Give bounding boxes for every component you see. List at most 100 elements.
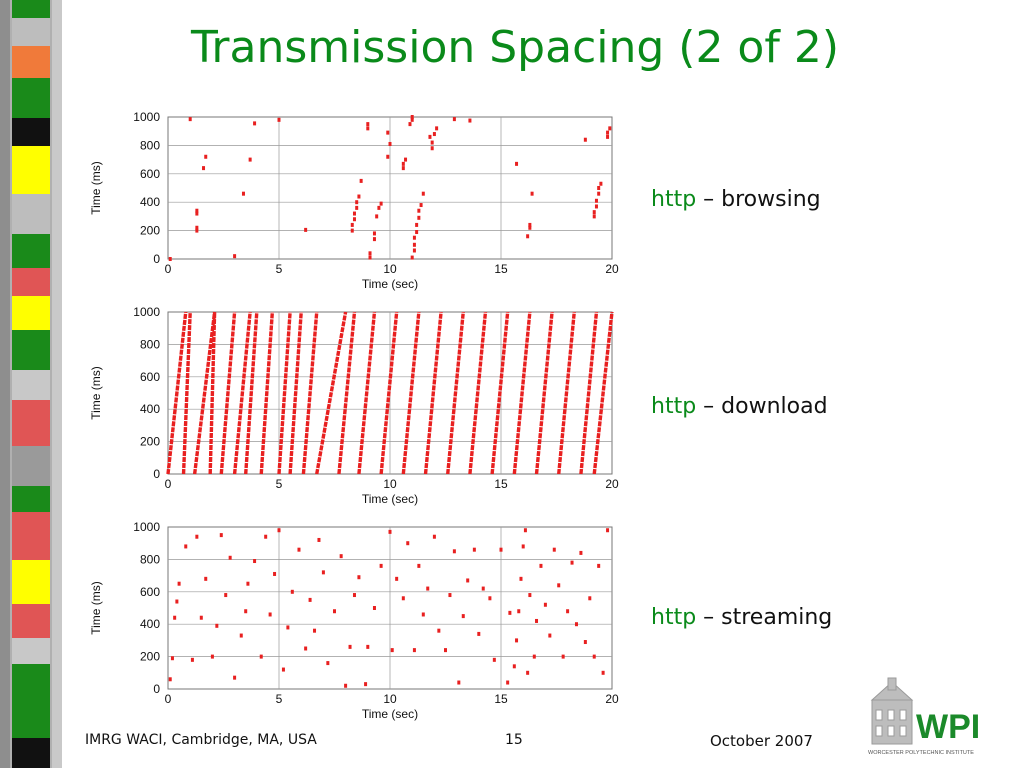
sidebar-block <box>12 46 50 78</box>
data-point <box>355 205 359 210</box>
data-point <box>506 680 510 685</box>
y-tick-label: 800 <box>140 337 160 351</box>
data-point <box>264 534 268 539</box>
data-point <box>195 211 199 216</box>
data-point <box>406 541 410 546</box>
x-tick-label: 0 <box>165 477 172 491</box>
data-point <box>592 214 596 219</box>
data-point <box>594 198 598 203</box>
data-point <box>499 547 503 552</box>
data-point <box>308 597 312 602</box>
x-axis-label: Time (sec) <box>362 492 418 506</box>
data-series-streak <box>357 311 377 475</box>
data-point <box>417 563 421 568</box>
x-axis-label: Time (sec) <box>362 277 418 291</box>
data-point <box>368 255 372 260</box>
data-point <box>561 654 565 659</box>
data-series-streak <box>592 311 614 475</box>
data-point <box>357 575 361 580</box>
x-tick-label: 20 <box>605 262 619 276</box>
data-point <box>348 644 352 649</box>
slide-title: Transmission Spacing (2 of 2) <box>191 22 839 73</box>
sidebar-block <box>12 486 50 512</box>
data-point <box>195 534 199 539</box>
data-point <box>277 528 281 533</box>
sidebar-block <box>12 0 50 18</box>
data-point <box>352 211 356 216</box>
data-point <box>195 225 199 230</box>
data-point <box>368 251 372 256</box>
y-tick-label: 800 <box>140 138 160 152</box>
x-tick-label: 5 <box>276 692 283 706</box>
data-point <box>297 547 301 552</box>
sidebar-block <box>12 560 50 604</box>
data-point <box>173 615 177 620</box>
data-point <box>430 140 434 145</box>
protocol-name: http <box>651 605 697 630</box>
sidebar-stripes <box>0 0 62 768</box>
y-tick-label: 800 <box>140 552 160 566</box>
data-point <box>435 126 439 131</box>
data-point <box>597 563 601 568</box>
y-tick-label: 400 <box>140 617 160 631</box>
data-point <box>432 132 436 137</box>
data-point <box>244 609 248 614</box>
sidebar-block <box>12 330 50 370</box>
data-point <box>372 606 376 610</box>
data-point <box>246 581 250 586</box>
data-point <box>401 161 405 166</box>
data-point <box>419 203 423 208</box>
data-point <box>241 191 245 196</box>
data-point <box>175 599 179 604</box>
data-series-streak <box>181 311 192 475</box>
data-point <box>508 610 512 615</box>
data-point <box>412 242 416 247</box>
data-point <box>488 596 492 601</box>
data-point <box>532 654 536 659</box>
data-point <box>592 654 596 659</box>
sidebar-block <box>12 268 50 296</box>
x-tick-label: 0 <box>165 262 172 276</box>
data-series-streak <box>192 311 217 475</box>
data-point <box>388 529 392 534</box>
y-axis-label: Time (ms) <box>89 161 103 215</box>
data-point <box>372 237 376 242</box>
data-point <box>386 130 390 135</box>
data-point <box>557 583 561 588</box>
browsing-label: http – browsing <box>651 187 821 212</box>
data-point <box>210 654 214 659</box>
data-series-streak <box>219 311 237 475</box>
data-point <box>601 670 605 675</box>
data-point <box>304 227 308 232</box>
data-point <box>519 576 523 581</box>
data-point <box>512 664 516 669</box>
sidebar-block <box>12 118 50 146</box>
data-point <box>195 228 199 233</box>
y-tick-label: 200 <box>140 650 160 664</box>
y-tick-label: 400 <box>140 402 160 416</box>
data-point <box>184 544 188 549</box>
data-point <box>190 657 194 662</box>
x-axis-label: Time (sec) <box>362 707 418 721</box>
data-point <box>528 225 532 230</box>
data-point <box>417 215 421 220</box>
logo-wordmark: WPI <box>916 708 980 746</box>
data-series-streak <box>468 311 488 475</box>
data-point <box>528 593 532 598</box>
sidebar-block <box>12 738 50 768</box>
data-series-streak <box>534 311 554 475</box>
y-tick-label: 0 <box>153 467 160 481</box>
data-point <box>437 628 441 633</box>
data-point <box>574 622 578 627</box>
sidebar-block <box>12 512 50 560</box>
x-tick-label: 20 <box>605 692 619 706</box>
data-series-streak <box>166 311 188 475</box>
data-point <box>304 646 308 651</box>
data-point <box>215 623 219 628</box>
data-series-streak <box>337 311 357 475</box>
data-series-streak <box>423 311 443 475</box>
sidebar-block <box>12 296 50 330</box>
data-point <box>412 648 416 653</box>
data-point <box>248 157 252 162</box>
data-point <box>170 656 174 661</box>
